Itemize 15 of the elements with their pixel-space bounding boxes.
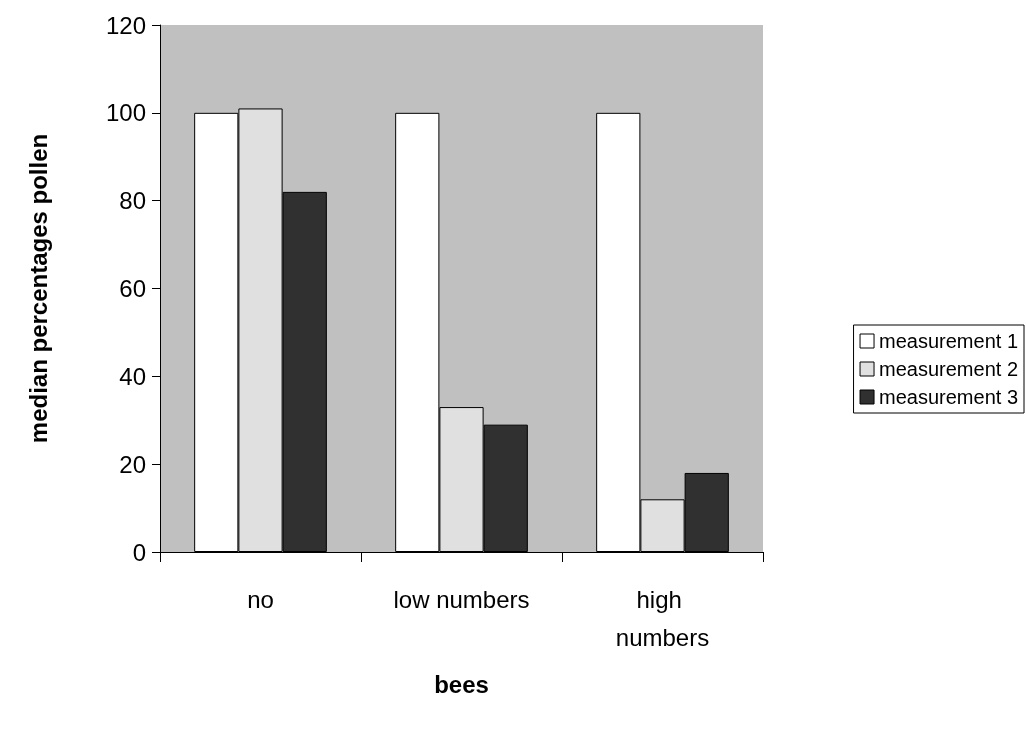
x-tick-label: no: [247, 585, 274, 613]
y-tick-label: 20: [119, 450, 146, 478]
y-tick-label: 40: [119, 362, 146, 390]
y-tick-label: 60: [119, 275, 146, 302]
x-tick-label: high numbers: [615, 585, 710, 651]
legend-label: measurement 1: [879, 330, 1019, 352]
x-axis-title: bees: [434, 670, 489, 698]
legend-label: measurement 3: [879, 386, 1019, 408]
y-axis-title: median percentages pollen: [24, 133, 52, 444]
legend-label: measurement 2: [879, 358, 1019, 380]
y-tick-label: 120: [105, 11, 146, 39]
y-tick-label: 100: [105, 99, 146, 127]
x-tick-label: low numbers: [393, 585, 530, 613]
y-tick-label: 0: [132, 538, 146, 566]
y-tick-label: 80: [119, 187, 146, 215]
